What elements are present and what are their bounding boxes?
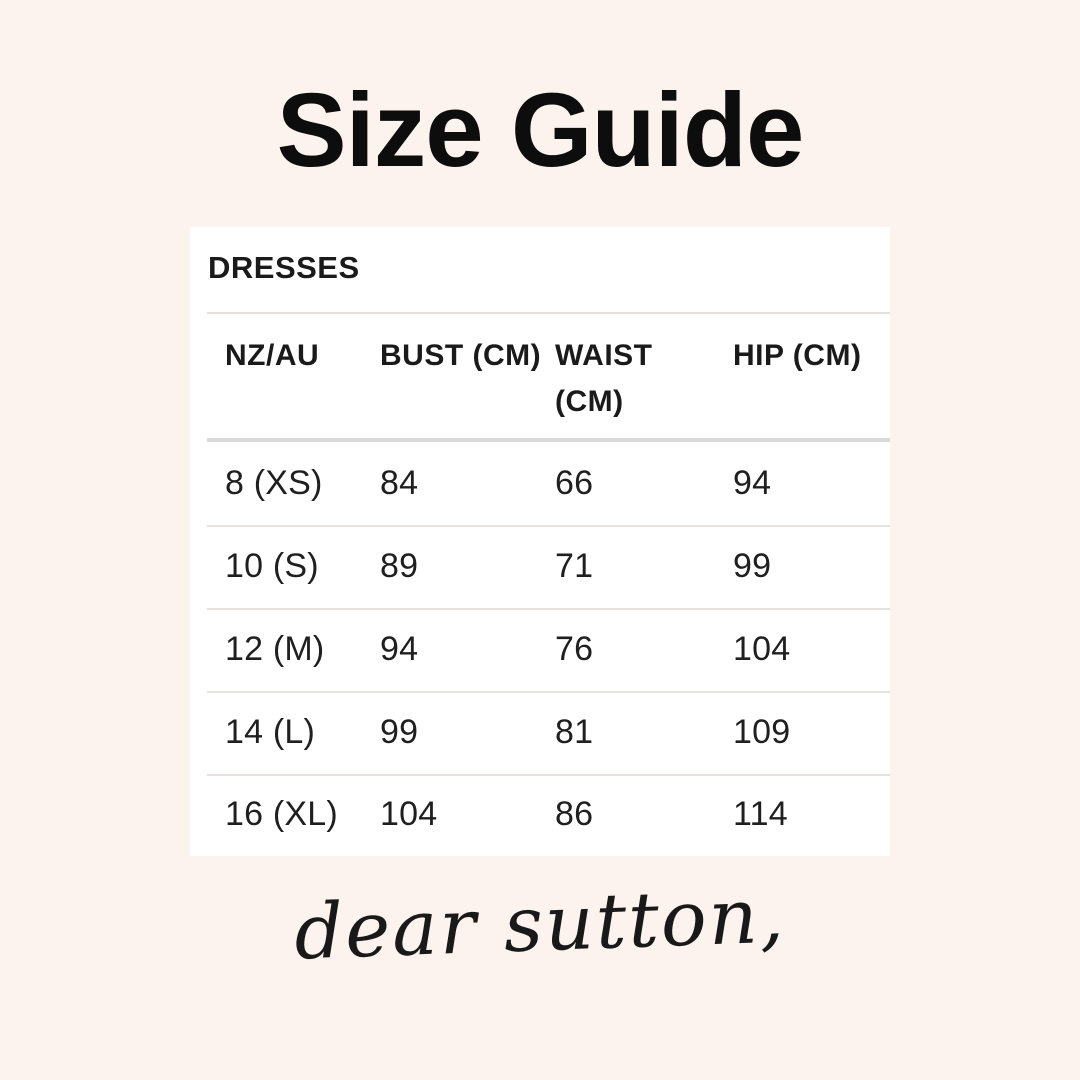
cell-waist: 71 bbox=[555, 547, 594, 585]
cell-hip: 104 bbox=[733, 630, 791, 668]
column-header-hip: HIP (CM) bbox=[733, 339, 862, 372]
cell-bust: 89 bbox=[380, 547, 419, 585]
brand-signature: dear sutton, bbox=[292, 870, 788, 977]
table-header-row: NZ/AU BUST (CM) WAIST (CM) HIP (CM) bbox=[190, 333, 890, 438]
cell-size: 16 (XL) bbox=[225, 795, 338, 833]
cell-waist: 66 bbox=[555, 464, 594, 502]
section-title: DRESSES bbox=[208, 250, 360, 285]
cell-size: 14 (L) bbox=[225, 713, 316, 751]
cell-hip: 94 bbox=[733, 464, 772, 502]
header-divider bbox=[207, 438, 890, 442]
cell-size: 10 (S) bbox=[225, 547, 319, 585]
column-header-size: NZ/AU bbox=[225, 339, 320, 372]
size-guide-card: DRESSES NZ/AU BUST (CM) WAIST (CM) HIP (… bbox=[190, 227, 890, 856]
cell-hip: 109 bbox=[733, 713, 791, 751]
column-header-bust: BUST (CM) bbox=[380, 339, 542, 372]
cell-bust: 104 bbox=[380, 795, 438, 833]
table-row: 16 (XL) 104 86 114 bbox=[190, 774, 890, 854]
cell-bust: 84 bbox=[380, 464, 419, 502]
column-header-waist: WAIST (CM) bbox=[555, 339, 653, 418]
cell-waist: 86 bbox=[555, 795, 594, 833]
cell-waist: 81 bbox=[555, 713, 594, 751]
cell-size: 8 (XS) bbox=[225, 464, 323, 502]
page-title: Size Guide bbox=[276, 72, 805, 189]
table-body: 8 (XS) 84 66 94 10 (S) 89 71 99 12 (M) 9… bbox=[190, 442, 890, 856]
table-row: 14 (L) 99 81 109 bbox=[190, 691, 890, 774]
table-row: 8 (XS) 84 66 94 bbox=[190, 442, 890, 525]
cell-bust: 99 bbox=[380, 713, 419, 751]
cell-hip: 114 bbox=[733, 795, 788, 833]
cell-waist: 76 bbox=[555, 630, 594, 668]
cell-bust: 94 bbox=[380, 630, 419, 668]
cell-size: 12 (M) bbox=[225, 630, 325, 668]
table-row: 12 (M) 94 76 104 bbox=[190, 608, 890, 691]
section-divider bbox=[207, 312, 890, 314]
table-row: 10 (S) 89 71 99 bbox=[190, 525, 890, 608]
cell-hip: 99 bbox=[733, 547, 772, 585]
